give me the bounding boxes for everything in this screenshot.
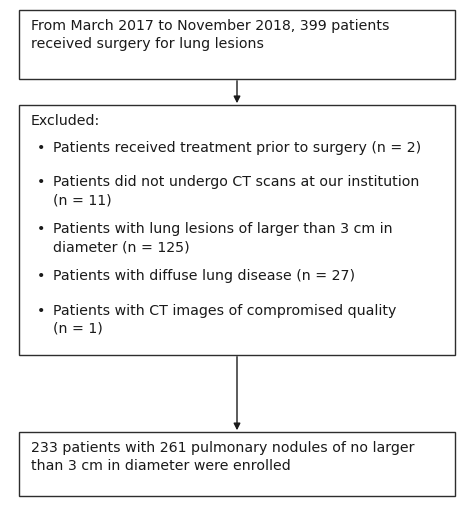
Text: Patients with lung lesions of larger than 3 cm in
diameter (n = 125): Patients with lung lesions of larger tha… — [53, 222, 393, 254]
Text: Patients did not undergo CT scans at our institution
(n = 11): Patients did not undergo CT scans at our… — [53, 175, 419, 207]
Text: •: • — [37, 141, 46, 154]
Bar — [19, 10, 455, 79]
Text: •: • — [37, 222, 46, 236]
Bar — [19, 105, 455, 355]
Text: 233 patients with 261 pulmonary nodules of no larger
than 3 cm in diameter were : 233 patients with 261 pulmonary nodules … — [31, 441, 414, 473]
Text: •: • — [37, 269, 46, 283]
Text: Patients with CT images of compromised quality
(n = 1): Patients with CT images of compromised q… — [53, 304, 396, 336]
Text: •: • — [37, 304, 46, 318]
Bar — [19, 432, 455, 496]
Text: From March 2017 to November 2018, 399 patients
received surgery for lung lesions: From March 2017 to November 2018, 399 pa… — [31, 19, 389, 51]
Text: Patients received treatment prior to surgery (n = 2): Patients received treatment prior to sur… — [53, 141, 421, 154]
Text: Excluded:: Excluded: — [31, 114, 100, 128]
Text: •: • — [37, 175, 46, 189]
Text: Patients with diffuse lung disease (n = 27): Patients with diffuse lung disease (n = … — [53, 269, 355, 283]
